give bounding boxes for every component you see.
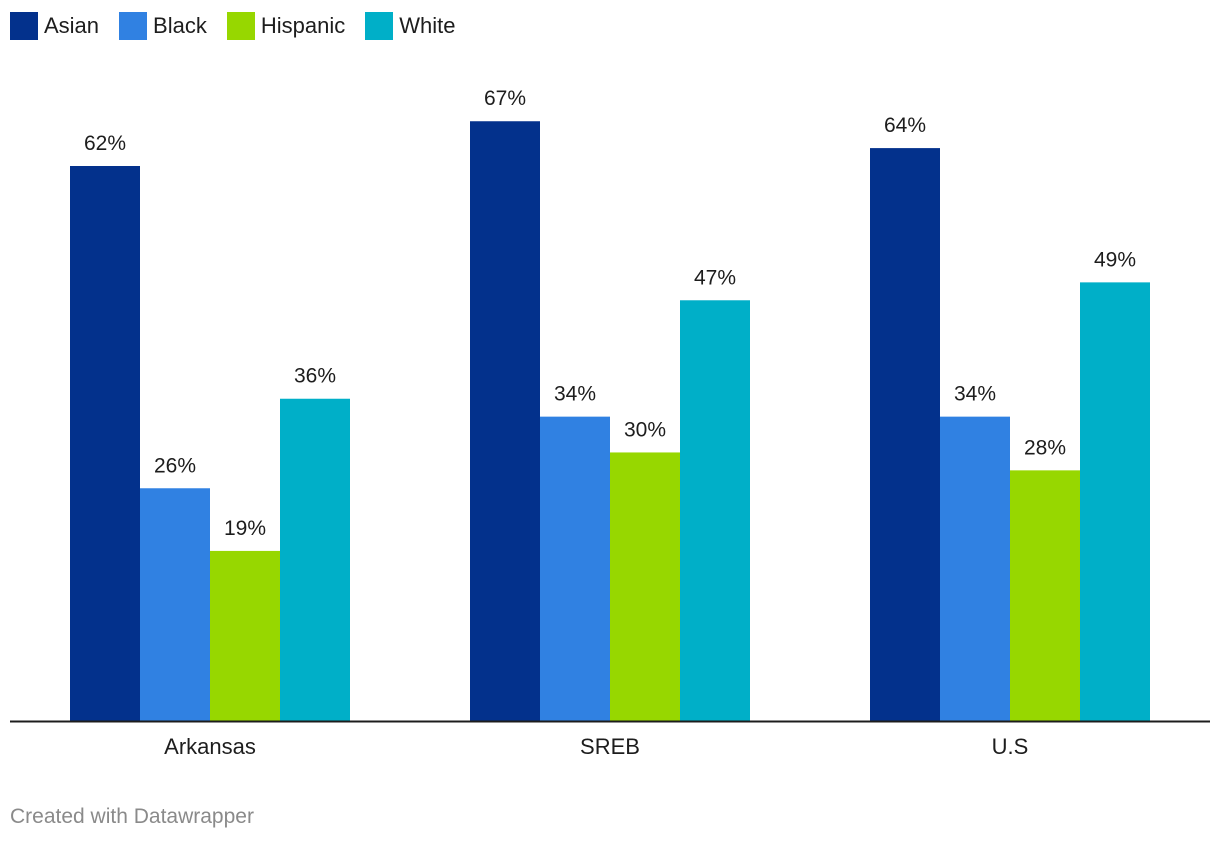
data-label-arkansas-hispanic: 19% [224,517,266,540]
bar-arkansas-black [140,488,210,721]
bar-sreb-white [680,300,750,721]
legend-label-white: White [399,13,456,38]
bar-sreb-black [540,416,610,721]
legend-item-white: White [365,12,455,40]
bar-sreb-asian [470,121,540,721]
datawrapper-credit: Created with Datawrapper [10,805,254,828]
bar-arkansas-asian [70,166,140,721]
bar-arkansas-white [280,398,350,721]
bar-u-s-hispanic [1010,470,1080,721]
data-label-sreb-white: 47% [694,266,736,289]
bar-u-s-white [1080,282,1150,721]
legend-label-hispanic: Hispanic [260,13,346,38]
data-label-sreb-hispanic: 30% [624,418,666,441]
category-label-arkansas: Arkansas [164,734,256,759]
bar-u-s-asian [870,148,940,721]
data-label-sreb-asian: 67% [484,87,526,110]
data-label-u-s-black: 34% [954,383,996,406]
data-label-arkansas-white: 36% [294,365,336,388]
legend-label-black: Black [153,13,207,38]
legend-item-asian: Asian [10,12,99,40]
data-label-u-s-asian: 64% [884,114,926,137]
bar-chart: 62% 26% 19% 36% Arkansas 67% 34% 30% 47% SREB 64% 3… [10,87,1210,759]
data-label-arkansas-black: 26% [154,454,196,477]
bar-arkansas-hispanic [210,550,280,721]
legend-label-asian: Asian [44,13,100,38]
legend-item-hispanic: Hispanic [226,12,346,40]
legend-item-black: Black [119,12,207,40]
chart-legend: Asian Black Hispanic White [10,10,475,42]
data-label-u-s-white: 49% [1094,248,1136,271]
legend-swatch-hispanic [226,12,255,40]
data-label-arkansas-asian: 62% [84,132,126,155]
legend-swatch-asian [10,12,38,40]
legend-swatch-white [365,12,394,40]
data-label-sreb-black: 34% [554,383,596,406]
data-label-u-s-hispanic: 28% [1024,436,1066,459]
category-label-sreb: SREB [580,734,640,759]
bar-u-s-black [940,416,1010,721]
category-label-u-s: U.S [992,734,1029,759]
bar-sreb-hispanic [610,452,680,721]
legend-swatch-black [119,12,148,40]
